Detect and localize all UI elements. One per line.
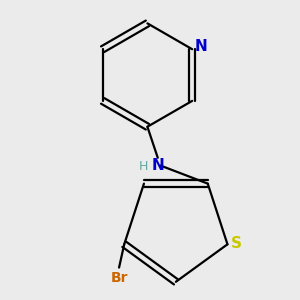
Text: N: N: [152, 158, 164, 173]
Text: H: H: [139, 160, 148, 173]
Text: Br: Br: [110, 271, 128, 285]
Text: S: S: [231, 236, 242, 250]
Text: N: N: [195, 39, 208, 54]
